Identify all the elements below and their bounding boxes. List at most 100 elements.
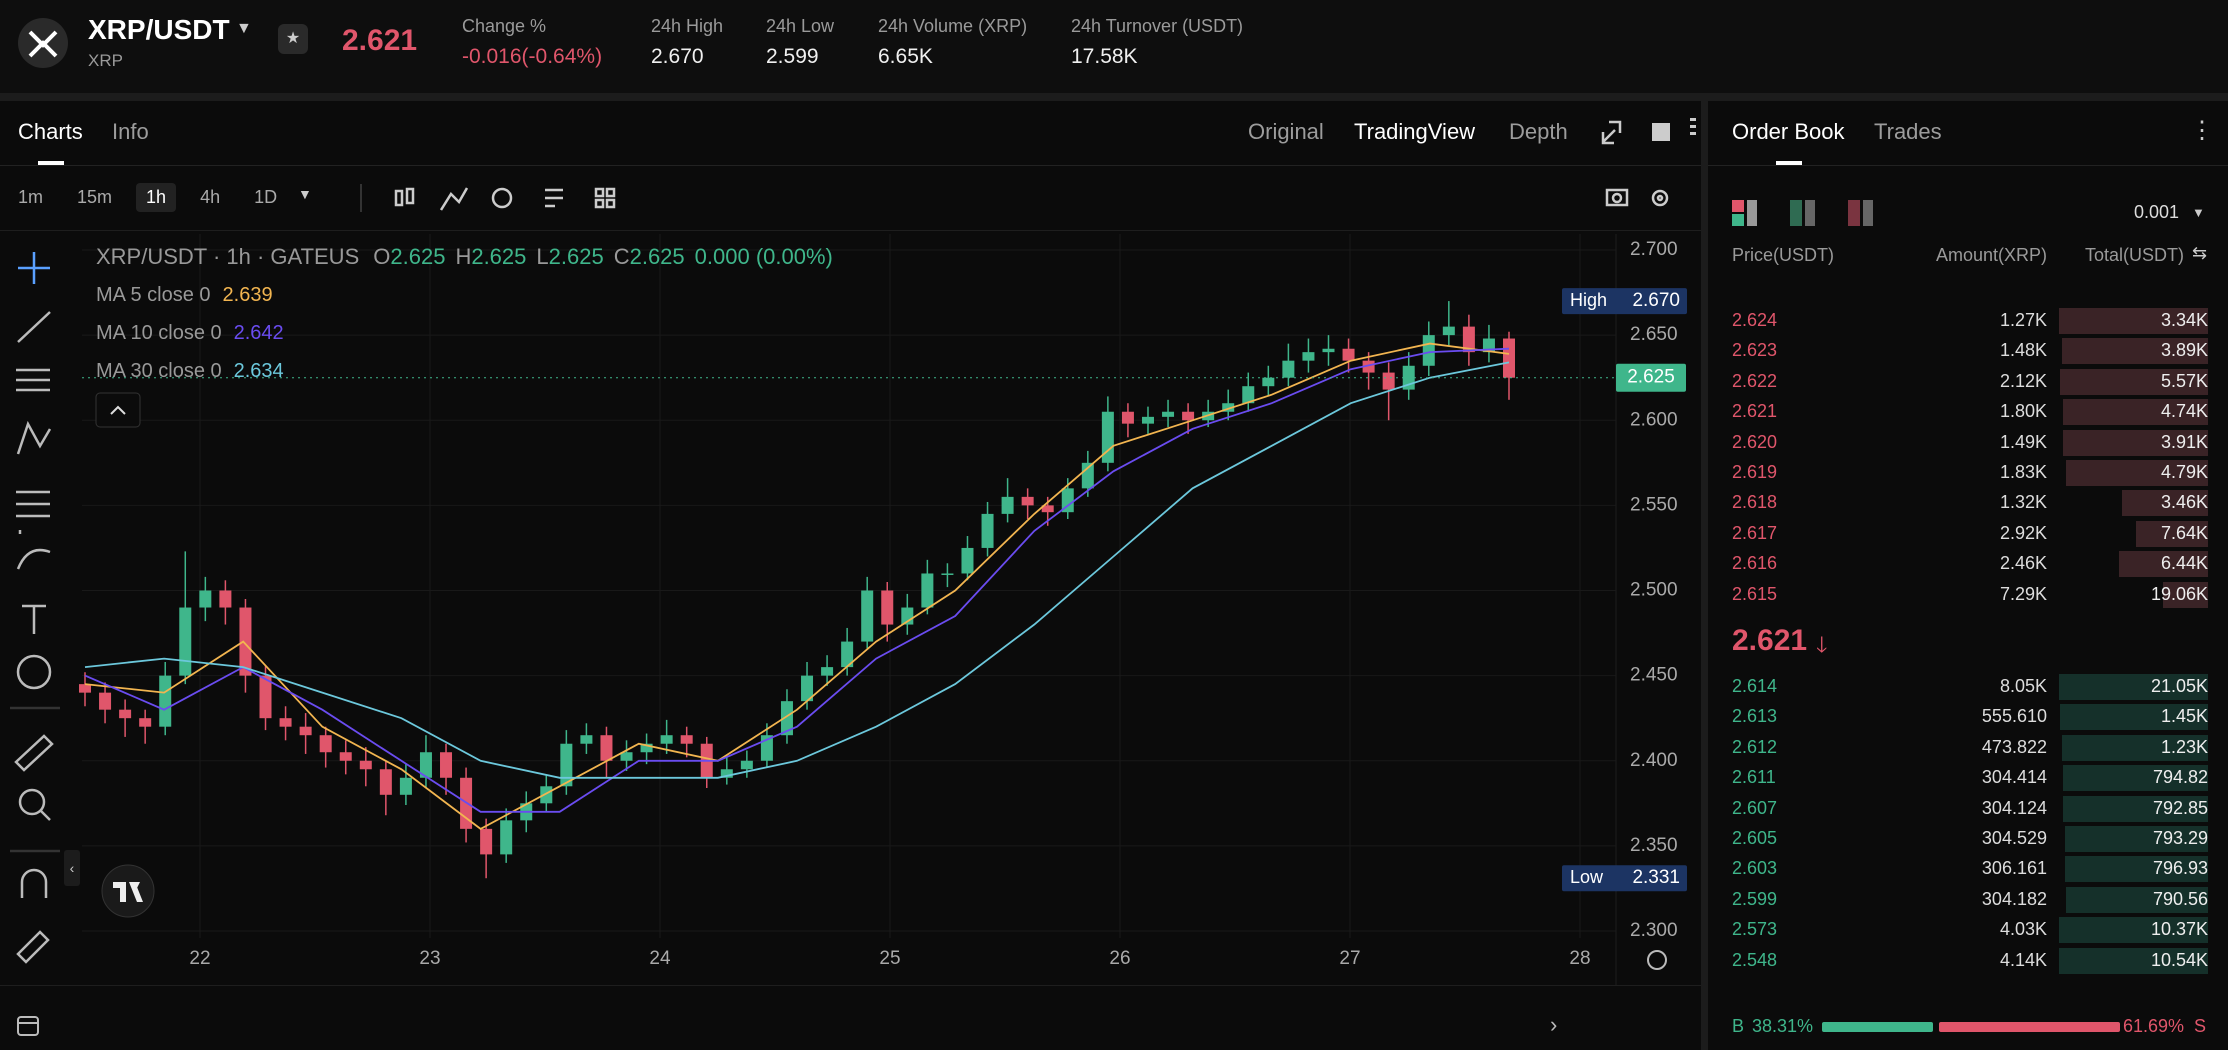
ma-legend: MA 5 close 0 2.639 (96, 284, 273, 306)
price: 2.548 (1732, 949, 1778, 970)
amount: 304.414 (1981, 767, 2047, 788)
depth-bar (2118, 551, 2208, 578)
price: 2.599 (1732, 888, 1778, 909)
x-tick-label: 22 (189, 948, 210, 969)
down-arrow: 🡓 (1816, 632, 1828, 657)
price: 2.613 (1732, 706, 1778, 727)
interval[interactable]: 15m (77, 187, 113, 207)
stat-label: 24h Turnover (USDT) (1071, 16, 1244, 36)
depth-bar (2066, 460, 2208, 486)
favorite[interactable]: ★ (278, 24, 308, 54)
tab[interactable]: Charts (18, 119, 83, 144)
candle-body (399, 777, 412, 795)
precision[interactable]: 0.001 (2134, 202, 2180, 222)
candle-body (179, 607, 192, 676)
y-tick-label: 2.700 (1630, 239, 1678, 260)
x-tick-label: 25 (879, 948, 900, 969)
depth-bar (2060, 704, 2208, 731)
amount: 4.03K (1999, 919, 2047, 940)
price: 2.603 (1732, 858, 1778, 879)
view-tab[interactable]: TradingView (1354, 119, 1476, 144)
tab[interactable]: Order Book (1732, 119, 1845, 144)
pair-dropdown[interactable]: ▼ (236, 20, 252, 37)
stat-value: 6.65K (878, 45, 933, 68)
legend-collapse-icon (110, 405, 126, 415)
amount: 304.182 (1981, 888, 2047, 909)
amount: 473.822 (1981, 736, 2047, 757)
stat-label: 24h High (651, 16, 724, 36)
amount: 304.124 (1981, 797, 2047, 818)
drawing-tools[interactable] (0, 234, 70, 974)
intervals: 1m 15m 1h 4h 1D (8, 183, 287, 212)
book-layout[interactable] (1730, 198, 1890, 228)
tab[interactable]: Info (112, 119, 149, 144)
candle-body (1021, 496, 1034, 506)
depth-bar (2064, 856, 2208, 883)
separator (0, 93, 2228, 101)
total: 10.54K (2150, 949, 2208, 970)
depth-bar (2059, 308, 2208, 334)
indicator-icon[interactable] (16, 1014, 42, 1038)
base: XRP (88, 51, 123, 70)
price: 2.614 (1732, 676, 1778, 696)
collapse-tools[interactable]: ‹ (64, 850, 80, 886)
buy-text: 38.31% (1752, 1016, 1814, 1036)
interval-dropdown[interactable]: ▼ (298, 186, 312, 202)
view-tab[interactable]: Original (1248, 119, 1324, 144)
total: 5.57K (2160, 370, 2208, 391)
buy-bar (1822, 1022, 1934, 1032)
last-price-box (1616, 363, 1686, 392)
stat-label: 24h Low (766, 16, 835, 36)
sell-label: S (2193, 1016, 2206, 1036)
column-header: Price(USDT) (1732, 245, 1834, 265)
menu[interactable]: ⋮ (2190, 117, 2214, 144)
depth-bar (2064, 826, 2208, 852)
candle-body (419, 752, 432, 778)
panel-icons[interactable] (1600, 118, 1700, 148)
ma-legend: MA 10 close 0 2.642 (96, 322, 284, 344)
buy-label: B (1732, 1016, 1745, 1036)
view-tab[interactable]: Depth (1509, 119, 1568, 144)
total: 1.45K (2160, 706, 2208, 727)
chart-toolbar[interactable] (355, 180, 1685, 216)
interval[interactable]: 4h (200, 187, 221, 207)
candle-body (1262, 377, 1275, 387)
candle-body (1462, 326, 1475, 353)
tab-underline (38, 161, 64, 165)
total: 792.85 (2152, 797, 2208, 818)
precision-dropdown[interactable]: ▼ (2192, 205, 2205, 220)
depth-bar (2121, 490, 2208, 517)
candle-body (720, 769, 733, 778)
amount: 7.29K (1999, 583, 2047, 604)
swap-icon[interactable]: ⇆ (2192, 243, 2208, 263)
column-header: Total(USDT) (2084, 245, 2184, 265)
price: 2.618 (1732, 492, 1778, 513)
candle-body (1382, 372, 1395, 390)
indicator-more[interactable]: › (1550, 1012, 1558, 1037)
y-tick-label: 2.550 (1630, 494, 1678, 515)
interval[interactable]: 1m (18, 187, 44, 207)
pair[interactable]: XRP/USDT (88, 14, 230, 45)
candle-body (801, 675, 814, 702)
x-tick-label: 24 (649, 948, 671, 969)
legend-title: XRP/USDT · 1h · GATEUS (96, 244, 359, 269)
interval[interactable]: 1D (254, 187, 278, 207)
candle-body (881, 590, 894, 625)
candle-body (359, 760, 372, 770)
depth-bar (2136, 520, 2208, 547)
depth-bar (2063, 795, 2208, 822)
candle-body (319, 735, 332, 753)
price: 2.607 (1732, 797, 1778, 818)
price: 2.623 (1732, 340, 1778, 361)
ohlc-value: 2.625 (630, 244, 685, 269)
interval[interactable]: 1h (136, 183, 177, 212)
tab[interactable]: Trades (1874, 119, 1942, 144)
candle-body (560, 743, 573, 787)
total: 4.74K (2160, 401, 2208, 422)
amount: 2.46K (1999, 553, 2047, 574)
low-label: Low (1570, 867, 1604, 887)
total: 21.05K (2150, 676, 2208, 696)
candle-body (640, 743, 653, 753)
candle-body (279, 718, 292, 727)
stat-value: 17.58K (1071, 45, 1138, 68)
